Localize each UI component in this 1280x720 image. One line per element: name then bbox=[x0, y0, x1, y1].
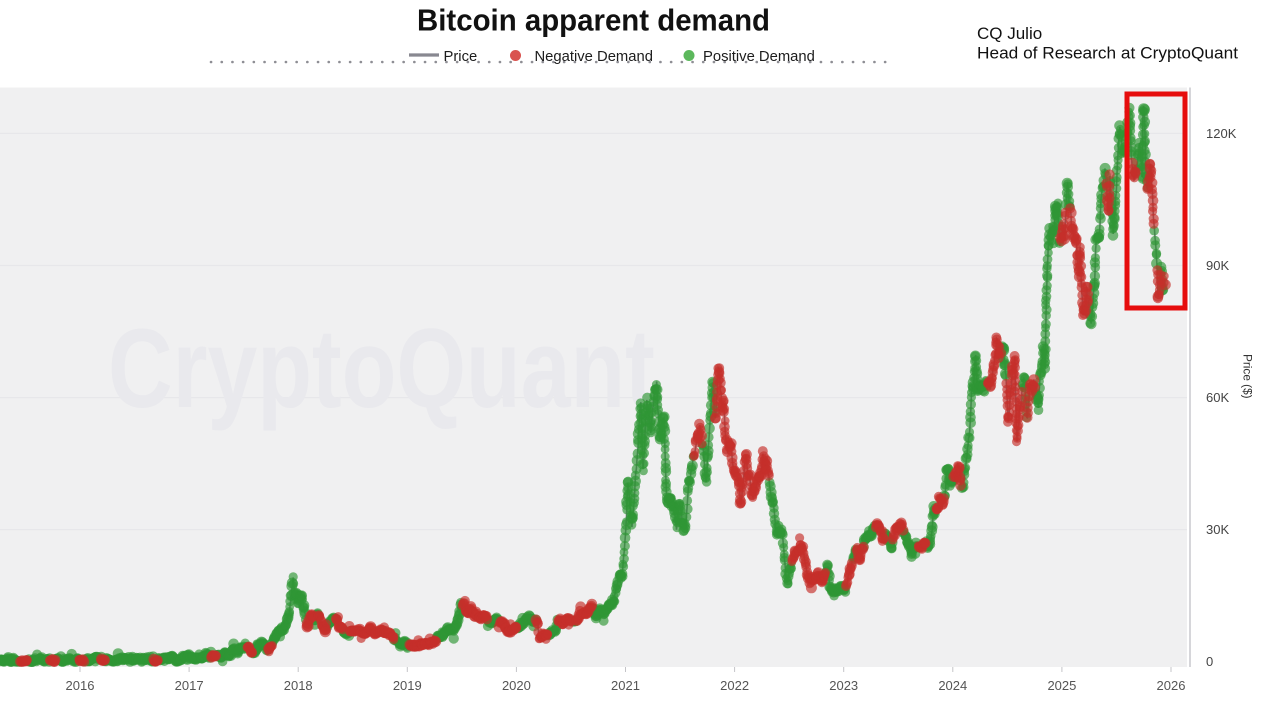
svg-text:30K: 30K bbox=[1206, 522, 1229, 537]
svg-text:2016: 2016 bbox=[66, 678, 95, 693]
svg-text:Bitcoin apparent demand: Bitcoin apparent demand bbox=[417, 3, 770, 38]
svg-text:2018: 2018 bbox=[284, 678, 313, 693]
svg-text:2026: 2026 bbox=[1157, 678, 1186, 693]
svg-text:2025: 2025 bbox=[1047, 678, 1076, 693]
svg-text:2021: 2021 bbox=[611, 678, 640, 693]
svg-text:2023: 2023 bbox=[829, 678, 858, 693]
svg-text:2017: 2017 bbox=[175, 678, 204, 693]
svg-text:Positive Demand: Positive Demand bbox=[703, 49, 815, 65]
svg-text:2019: 2019 bbox=[393, 678, 422, 693]
svg-text:60K: 60K bbox=[1206, 390, 1229, 405]
svg-text:CryptoQuant: CryptoQuant bbox=[108, 306, 655, 431]
svg-text:90K: 90K bbox=[1206, 258, 1229, 273]
svg-text:120K: 120K bbox=[1206, 126, 1237, 141]
svg-text:0: 0 bbox=[1206, 654, 1213, 669]
svg-text:Head of Research at CryptoQuan: Head of Research at CryptoQuant bbox=[977, 44, 1238, 63]
svg-text:2020: 2020 bbox=[502, 678, 531, 693]
svg-text:Negative Demand: Negative Demand bbox=[535, 49, 653, 65]
svg-text:2024: 2024 bbox=[938, 678, 967, 693]
svg-text:Price: Price bbox=[444, 49, 478, 65]
svg-text:Price ($): Price ($) bbox=[1241, 354, 1255, 399]
svg-text:2022: 2022 bbox=[720, 678, 749, 693]
svg-text:CQ Julio: CQ Julio bbox=[977, 24, 1042, 43]
